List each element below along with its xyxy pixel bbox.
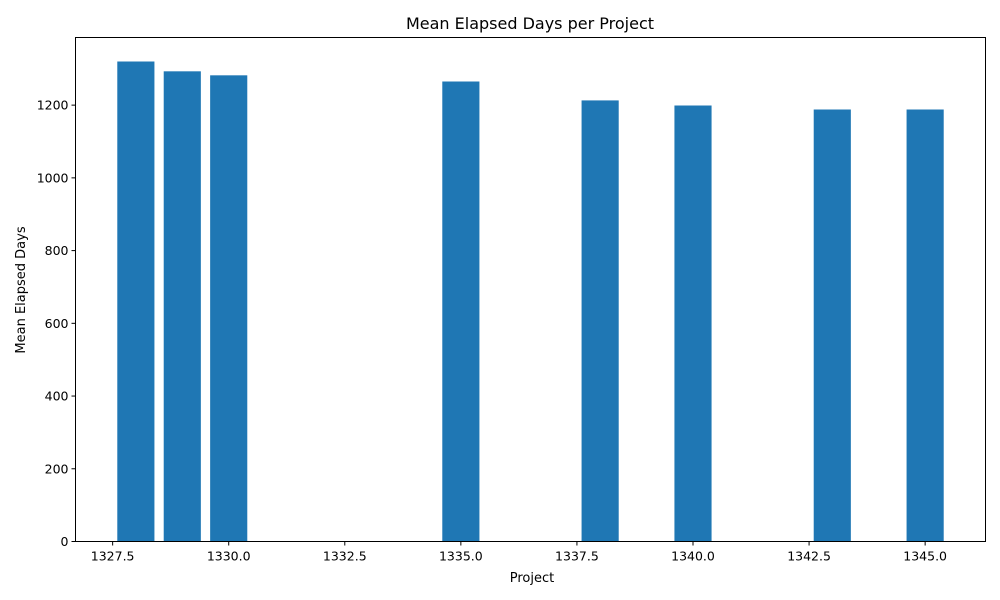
y-axis-label: Mean Elapsed Days xyxy=(14,226,29,353)
x-tick-label: 1340.0 xyxy=(671,549,715,564)
x-tick-label: 1345.0 xyxy=(903,549,947,564)
y-tick-label: 800 xyxy=(45,243,69,258)
bar-1343 xyxy=(813,109,851,542)
x-tick-label: 1332.5 xyxy=(323,549,367,564)
x-tick-label: 1327.5 xyxy=(91,549,135,564)
bar-1345 xyxy=(906,109,944,542)
x-tick-label: 1335.0 xyxy=(439,549,483,564)
y-tick-label: 1000 xyxy=(37,170,69,185)
bar-1340 xyxy=(674,105,712,542)
y-tick-label: 200 xyxy=(45,461,69,476)
y-tick-label: 400 xyxy=(45,389,69,404)
bar-1328 xyxy=(117,61,155,542)
x-tick-label: 1342.5 xyxy=(787,549,831,564)
y-tick-label: 600 xyxy=(45,316,69,331)
x-axis: 1327.5 1330.0 1332.5 1335.0 1337.5 1340.0 1342… xyxy=(91,541,947,564)
y-axis: 0 200 400 600 800 1000 1200 xyxy=(37,98,76,549)
bar-1338 xyxy=(581,100,619,542)
chart-title: Mean Elapsed Days per Project xyxy=(406,14,654,33)
y-tick-label: 1200 xyxy=(37,98,69,113)
plot-frame xyxy=(75,37,986,542)
bar-1330 xyxy=(210,75,248,542)
bar-1335 xyxy=(442,81,480,542)
x-tick-label: 1330.0 xyxy=(207,549,251,564)
x-tick-label: 1337.5 xyxy=(555,549,599,564)
bar-1329 xyxy=(163,71,201,542)
x-axis-label: Project xyxy=(510,571,554,586)
y-tick-label: 0 xyxy=(61,534,69,549)
bars-group xyxy=(117,61,944,542)
